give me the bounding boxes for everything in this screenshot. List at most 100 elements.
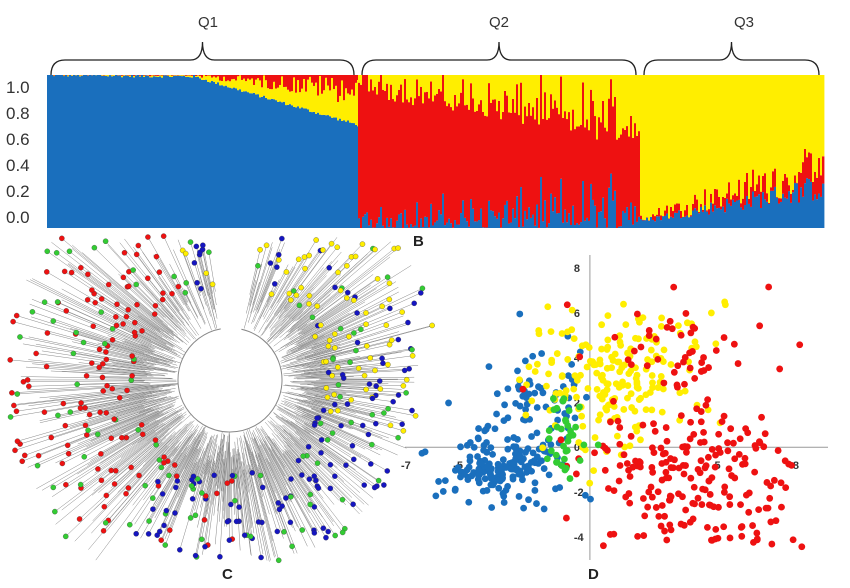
tree-tip-point bbox=[133, 281, 139, 288]
tree-tip-point bbox=[91, 244, 98, 251]
admixture-bar-segment bbox=[530, 217, 533, 228]
tree-tip-point bbox=[257, 472, 264, 479]
tree-branch bbox=[276, 300, 288, 317]
pca-point bbox=[558, 330, 566, 337]
tree-branch bbox=[132, 355, 171, 366]
admixture-bar-segment bbox=[291, 91, 294, 106]
tree-branch bbox=[121, 411, 169, 437]
tree-tip-point bbox=[314, 303, 320, 309]
pca-point bbox=[531, 479, 539, 487]
admixture-bar-segment bbox=[628, 75, 631, 137]
admixture-bar-segment bbox=[133, 75, 136, 76]
admixture-bar-segment bbox=[241, 75, 244, 80]
tree-branch bbox=[254, 450, 285, 532]
tree-branch bbox=[283, 364, 367, 375]
tree-branch bbox=[304, 331, 400, 359]
pca-point bbox=[525, 496, 532, 504]
tree-branch bbox=[155, 433, 170, 445]
pca-point bbox=[614, 417, 622, 425]
admixture-bar-segment bbox=[798, 202, 801, 228]
admixture-bar-segment bbox=[626, 126, 629, 208]
admixture-bar-segment bbox=[331, 117, 334, 228]
pca-point bbox=[608, 364, 616, 372]
admixture-bar-segment bbox=[287, 75, 290, 90]
admixture-bar-segment bbox=[548, 118, 551, 224]
pca-point bbox=[441, 477, 449, 485]
tree-tip-point bbox=[318, 450, 324, 456]
tree-tip-point bbox=[77, 405, 84, 411]
admixture-bar-segment bbox=[343, 75, 346, 101]
tree-branch bbox=[281, 416, 356, 471]
admixture-bar-segment bbox=[313, 111, 316, 228]
pca-point bbox=[698, 501, 706, 508]
tree-branch bbox=[278, 408, 362, 458]
admixture-bar-segment bbox=[229, 87, 232, 228]
pca-point bbox=[642, 391, 650, 399]
admixture-bar-segment bbox=[261, 87, 264, 97]
admixture-bar-segment bbox=[255, 75, 258, 80]
tree-branch bbox=[256, 254, 279, 311]
pca-point bbox=[445, 399, 452, 407]
tree-tip-point bbox=[101, 503, 108, 510]
admixture-bar-segment bbox=[301, 88, 304, 108]
admixture-bar-segment bbox=[520, 75, 523, 83]
tree-branch bbox=[305, 393, 328, 398]
tree-tip-point bbox=[323, 385, 330, 391]
admixture-bar-segment bbox=[384, 90, 387, 228]
admixture-bar-segment bbox=[750, 206, 753, 228]
admixture-bar-segment bbox=[243, 91, 246, 228]
admixture-bar-segment bbox=[502, 111, 505, 219]
tree-branch bbox=[87, 274, 174, 339]
admixture-bar-segment bbox=[273, 75, 276, 82]
tree-tip-point bbox=[108, 467, 114, 474]
admixture-bar-segment bbox=[422, 103, 425, 228]
pca-point bbox=[756, 438, 763, 446]
pca-point bbox=[658, 502, 666, 509]
admixture-bar-segment bbox=[492, 75, 495, 100]
admixture-bar-segment bbox=[175, 75, 178, 228]
admixture-bar-segment bbox=[782, 75, 785, 181]
tree-tip-point bbox=[325, 528, 331, 535]
admixture-bar-segment bbox=[634, 123, 637, 207]
admixture-bar-segment bbox=[700, 75, 703, 205]
tree-branch bbox=[270, 420, 363, 513]
tree-branch bbox=[195, 460, 215, 556]
tree-branch bbox=[287, 450, 319, 489]
admixture-bar-segment bbox=[279, 84, 282, 102]
admixture-bar-segment bbox=[728, 203, 731, 228]
tree-branch bbox=[111, 414, 160, 439]
tree-branch bbox=[219, 466, 226, 557]
admixture-bar-segment bbox=[488, 200, 491, 228]
admixture-bar-segment bbox=[764, 173, 767, 200]
admixture-bar-segment bbox=[285, 75, 288, 87]
admixture-bar-segment bbox=[223, 76, 226, 87]
tree-branch bbox=[280, 391, 335, 405]
admixture-bar-segment bbox=[213, 81, 216, 228]
tree-tip-point bbox=[52, 508, 58, 515]
pca-point bbox=[778, 503, 785, 511]
tree-branch bbox=[64, 271, 156, 331]
tree-branch bbox=[283, 292, 348, 341]
tree-branch bbox=[235, 451, 244, 535]
admixture-bar-segment bbox=[624, 75, 627, 130]
admixture-bar-segment bbox=[760, 191, 763, 208]
admixture-bar-segment bbox=[580, 124, 583, 223]
tree-branch bbox=[288, 432, 345, 482]
tree-tip-point bbox=[359, 241, 366, 247]
tree-tip-point bbox=[153, 253, 160, 260]
admixture-bar-segment bbox=[370, 219, 373, 228]
admixture-bar-segment bbox=[514, 75, 517, 113]
admixture-bar-segment bbox=[153, 75, 156, 77]
admixture-bar-segment bbox=[295, 107, 298, 228]
admixture-bar-segment bbox=[476, 221, 479, 228]
pca-point bbox=[649, 384, 656, 392]
tree-branch bbox=[285, 392, 396, 418]
tree-tip-point bbox=[317, 420, 324, 427]
admixture-bar-segment bbox=[520, 82, 523, 188]
admixture-bar-segment bbox=[682, 75, 685, 217]
admixture-bar-segment bbox=[197, 75, 200, 77]
tree-branch bbox=[128, 309, 161, 333]
pca-point bbox=[648, 358, 656, 366]
tree-branch bbox=[263, 266, 294, 320]
admixture-bar-segment bbox=[806, 75, 809, 158]
